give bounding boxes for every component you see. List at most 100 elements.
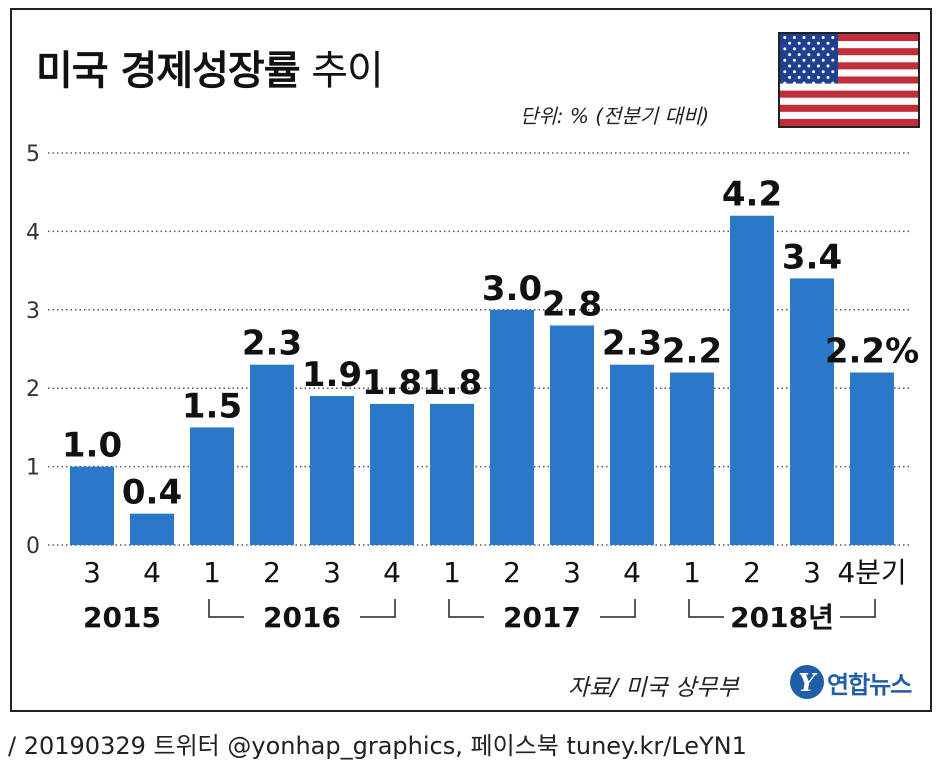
bar [190,427,234,545]
bar-value-label: 0.4 [122,473,182,513]
year-bracket-left [208,599,244,618]
flag-star [826,41,830,45]
y-tick-label: 4 [26,220,40,245]
flag-star [807,64,811,68]
flag-stripe [780,48,918,56]
flag-star [821,58,825,62]
x-tick-label: 2 [503,556,521,589]
yonhap-logo-text: 연합뉴스 [827,670,912,699]
flag-star [788,41,792,45]
flag-star [826,75,830,79]
flag-star [802,70,806,74]
flag-star [802,58,806,62]
bar [430,403,474,545]
flag-star [831,70,835,74]
x-tick-label: 4 [383,556,401,589]
year-bracket-right [600,599,636,618]
chart-title: 미국 경제성장률 추이 [36,38,384,96]
x-tick-label: 4 [143,556,161,589]
flag-star [797,64,801,68]
flag-star [812,47,816,51]
bar [250,364,294,545]
bar-value-label: 1.8 [422,363,482,403]
y-tick-label: 5 [26,142,40,167]
year-label: 2015 [83,601,161,634]
flag-star [807,41,811,45]
flag-stripe [780,34,918,42]
year-bracket-right [840,599,876,618]
flag-stripe [780,104,918,113]
year-bracket-left [688,599,724,618]
bar-value-label: 1.9 [302,355,362,395]
flag-star [783,58,787,62]
x-tick-label: 1 [683,556,701,589]
flag-stripe [780,55,918,63]
bar [370,403,414,545]
bar [70,466,114,545]
x-tick-label: 1 [443,556,461,589]
flag-star [831,36,835,39]
bar [550,325,594,545]
flag-star [792,70,796,74]
bar-value-label: 1.0 [62,426,122,466]
flag-star [783,70,787,74]
flag-star [802,36,806,39]
flag-star [807,53,811,57]
flag-star [816,41,820,45]
flag-star [788,75,792,79]
flag-star [797,75,801,79]
yonhap-logo-icon: Y [790,665,824,699]
x-tick-label: 2 [263,556,281,589]
bar [790,278,834,545]
bar-value-label: 2.2 [662,332,722,372]
us-flag-graphic [780,34,918,126]
flag-stripe [780,62,918,70]
footer-credit: / 20190329 트위터 @yonhap_graphics, 페이스북 tu… [8,732,747,760]
flag-star [816,75,820,79]
bar-value-label: 1.5 [182,386,242,426]
year-label: 2016 [263,601,341,634]
x-tick-label: 1 [203,556,221,589]
bar [610,364,654,545]
bar-value-label: 4.2 [722,175,782,215]
flag-star [816,64,820,68]
year-label: 2018년 [730,601,834,634]
flag-star [802,81,806,85]
y-tick-label: 3 [26,299,40,324]
bar [490,309,534,545]
flag-star [826,64,830,68]
flag-star [821,70,825,74]
x-tick-label: 4 [623,556,641,589]
bar-value-label: 1.8 [362,363,422,403]
x-tick-label: 3 [323,556,341,589]
x-tick-label: 4분기 [837,556,906,589]
bar-value-label: 2.3 [242,324,302,364]
flag-stripe [780,118,918,126]
x-tick-label: 3 [83,556,101,589]
y-tick-label: 2 [26,377,40,402]
flag-stripe [780,69,918,77]
x-tick-label: 2 [743,556,761,589]
x-tick-label: 3 [803,556,821,589]
year-label: 2017 [503,601,581,634]
year-bracket-left [448,599,484,618]
flag-star [816,53,820,57]
flag-star [821,47,825,51]
flag-stripe [780,97,918,106]
title-light: 추이 [311,48,384,94]
flag-star [812,58,816,62]
us-flag-icon [778,32,920,128]
flag-star [797,41,801,45]
flag-star [807,75,811,79]
flag-star [812,81,816,85]
y-tick-label: 0 [26,534,40,559]
flag-star [831,47,835,51]
flag-star [783,47,787,51]
flag-star [802,47,806,51]
flag-star [821,36,825,39]
bar [850,372,894,545]
flag-star [792,81,796,85]
flag-star [792,36,796,39]
flag-stripe [780,76,918,85]
